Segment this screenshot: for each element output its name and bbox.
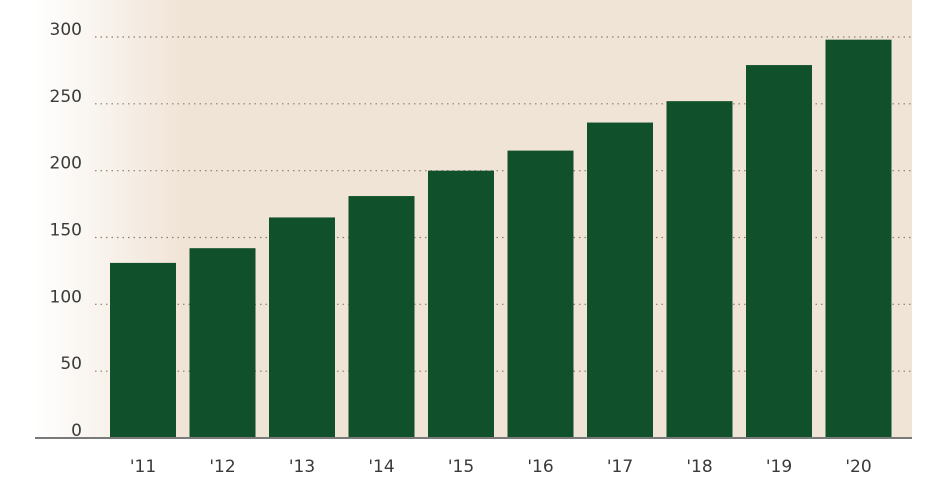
bar-17 [587,122,653,439]
y-tick-label: 0 [71,421,82,441]
bar-11 [110,262,176,438]
y-tick-label: 200 [50,154,82,174]
bar-20 [825,39,892,438]
y-tick-label: 50 [60,354,82,374]
bar-19 [746,65,812,438]
x-tick-label: '11 [130,457,156,477]
y-tick-label: 150 [50,221,82,241]
bar-18 [666,101,733,438]
x-tick-label: '17 [607,457,633,477]
bar-14 [348,196,415,438]
x-tick-label: '12 [209,457,235,477]
x-tick-label: '20 [845,457,871,477]
y-tick-label: 100 [50,287,82,307]
gridlines [95,36,912,372]
x-tick-label: '18 [686,457,712,477]
bar-12 [189,248,256,438]
x-tick-labels: '11 '12 '13 '14 '15 '16 '17 '18 '19 '20 [130,457,872,477]
bar-16 [507,150,574,438]
bar-15 [428,170,494,438]
x-tick-label: '16 [527,457,553,477]
bar-13 [269,217,335,438]
x-tick-label: '14 [368,457,394,477]
y-tick-labels: 0 50 100 150 200 250 300 [50,20,82,441]
y-tick-label: 300 [50,20,82,40]
x-tick-label: '13 [289,457,315,477]
x-tick-label: '19 [766,457,792,477]
bars [110,39,892,439]
y-tick-label: 250 [50,87,82,107]
x-tick-label: '15 [448,457,474,477]
